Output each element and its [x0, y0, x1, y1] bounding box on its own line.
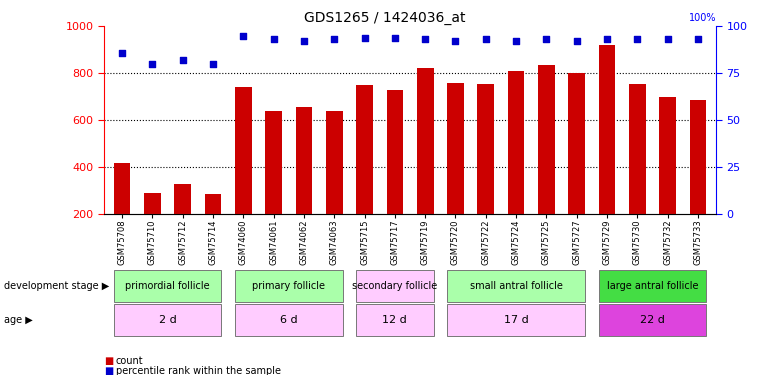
Text: 17 d: 17 d	[504, 315, 528, 325]
Bar	[357, 86, 373, 214]
Bar	[326, 111, 343, 214]
Point	[328, 36, 340, 42]
Text: secondary follicle: secondary follicle	[352, 281, 437, 291]
Text: 2 d: 2 d	[159, 315, 176, 325]
Bar	[114, 164, 130, 214]
Text: primordial follicle: primordial follicle	[126, 281, 210, 291]
Point	[146, 61, 159, 67]
Point	[207, 61, 219, 67]
Point	[571, 38, 583, 44]
Point	[116, 50, 129, 55]
Text: large antral follicle: large antral follicle	[607, 281, 698, 291]
Bar	[690, 100, 706, 214]
Point	[358, 34, 370, 40]
Bar	[387, 90, 403, 214]
Bar	[598, 45, 615, 214]
Text: 12 d: 12 d	[383, 315, 407, 325]
Point	[237, 33, 249, 39]
Point	[480, 36, 492, 42]
Text: 100%: 100%	[688, 13, 716, 23]
Point	[450, 38, 462, 44]
Point	[661, 36, 674, 42]
Text: age ▶: age ▶	[4, 315, 32, 325]
Point	[419, 36, 431, 42]
Text: ■: ■	[104, 356, 113, 366]
Text: ■: ■	[104, 366, 113, 375]
Text: small antral follicle: small antral follicle	[470, 281, 563, 291]
Text: percentile rank within the sample: percentile rank within the sample	[116, 366, 280, 375]
Point	[601, 36, 613, 42]
Bar	[629, 84, 645, 214]
Text: primary follicle: primary follicle	[253, 281, 325, 291]
Point	[541, 36, 553, 42]
Text: development stage ▶: development stage ▶	[4, 281, 109, 291]
Bar	[538, 65, 554, 214]
Point	[176, 57, 189, 63]
Point	[631, 36, 644, 42]
Bar	[175, 184, 191, 214]
Bar	[659, 97, 676, 214]
Bar	[507, 71, 524, 214]
Text: 6 d: 6 d	[280, 315, 298, 325]
Point	[510, 38, 522, 44]
Bar	[144, 193, 161, 214]
Point	[691, 36, 704, 42]
Text: GDS1265 / 1424036_at: GDS1265 / 1424036_at	[304, 11, 466, 25]
Bar	[296, 107, 313, 214]
Bar	[205, 194, 222, 214]
Bar	[266, 111, 282, 214]
Bar	[235, 87, 252, 214]
Bar	[477, 84, 494, 214]
Point	[267, 36, 280, 42]
Text: 22 d: 22 d	[640, 315, 665, 325]
Text: count: count	[116, 356, 143, 366]
Bar	[447, 83, 464, 214]
Bar	[417, 68, 434, 214]
Point	[298, 38, 310, 44]
Point	[389, 34, 401, 40]
Bar	[568, 73, 585, 214]
